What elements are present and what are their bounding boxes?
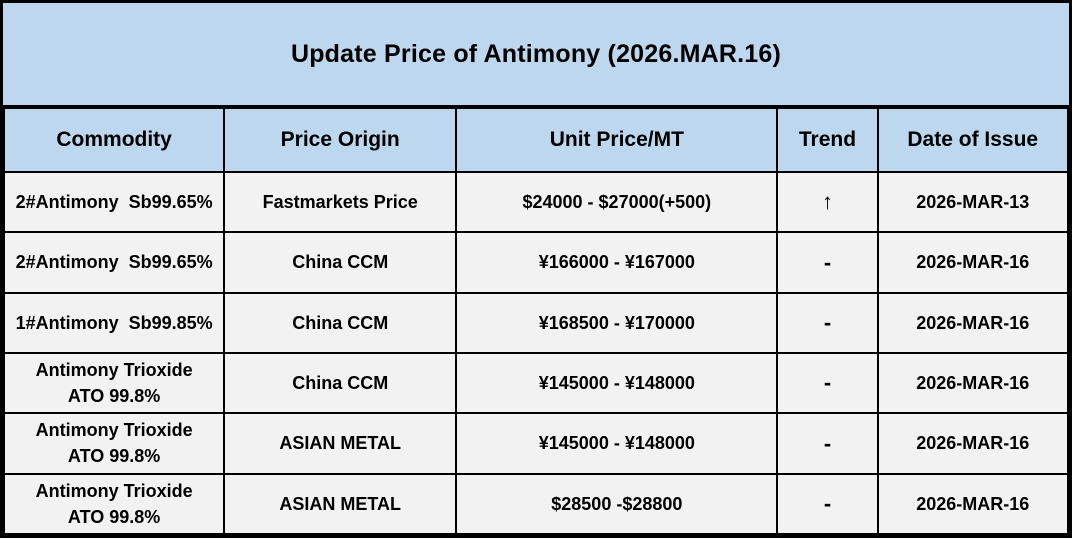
column-header-date-of-issue: Date of Issue xyxy=(876,107,1069,173)
price-origin-cell: China CCM xyxy=(223,291,458,354)
table-row: Antimony Trioxide ATO 99.8% China CCM ¥1… xyxy=(2,351,1069,415)
commodity-cell: Antimony Trioxide ATO 99.8% xyxy=(2,412,226,475)
trend-flat-dash: - xyxy=(776,351,879,415)
column-header-commodity: Commodity xyxy=(2,107,226,173)
table-row: 1#Antimony Sb99.85% China CCM ¥168500 - … xyxy=(2,291,1069,354)
column-header-unit-price: Unit Price/MT xyxy=(455,107,779,173)
commodity-cell: 1#Antimony Sb99.85% xyxy=(2,291,226,354)
unit-price-cell: ¥168500 - ¥170000 xyxy=(455,291,779,354)
table-row: 2#Antimony Sb99.65% Fastmarkets Price $2… xyxy=(2,170,1069,234)
price-origin-cell: China CCM xyxy=(223,231,458,294)
column-header-price-origin: Price Origin xyxy=(223,107,458,173)
price-origin-cell: China CCM xyxy=(223,351,458,415)
commodity-cell: Antimony Trioxide ATO 99.8% xyxy=(2,351,226,415)
unit-price-cell: ¥166000 - ¥167000 xyxy=(455,231,779,294)
commodity-cell: 2#Antimony Sb99.65% xyxy=(2,231,226,294)
unit-price-cell: $24000 - $27000(+500) xyxy=(455,170,779,234)
price-origin-cell: ASIAN METAL xyxy=(223,472,458,536)
unit-price-cell: $28500 -$28800 xyxy=(455,472,779,536)
date-of-issue-cell: 2026-MAR-16 xyxy=(876,231,1069,294)
trend-flat-dash: - xyxy=(776,412,879,475)
date-of-issue-cell: 2026-MAR-13 xyxy=(876,170,1069,234)
trend-up-arrow: ↑ xyxy=(776,170,879,234)
commodity-cell: 2#Antimony Sb99.65% xyxy=(2,170,226,234)
table-row: 2#Antimony Sb99.65% China CCM ¥166000 - … xyxy=(2,231,1069,294)
date-of-issue-cell: 2026-MAR-16 xyxy=(876,412,1069,475)
trend-flat-dash: - xyxy=(776,291,879,354)
page-title: Update Price of Antimony (2026.MAR.16) xyxy=(3,3,1069,107)
date-of-issue-cell: 2026-MAR-16 xyxy=(876,472,1069,536)
price-origin-cell: ASIAN METAL xyxy=(223,412,458,475)
date-of-issue-cell: 2026-MAR-16 xyxy=(876,351,1069,415)
column-header-trend: Trend xyxy=(776,107,879,173)
unit-price-cell: ¥145000 - ¥148000 xyxy=(455,351,779,415)
commodity-cell: Antimony Trioxide ATO 99.8% xyxy=(2,472,226,536)
trend-flat-dash: - xyxy=(776,231,879,294)
table-row: Antimony Trioxide ATO 99.8% ASIAN METAL … xyxy=(2,412,1069,475)
table-row: Antimony Trioxide ATO 99.8% ASIAN METAL … xyxy=(2,472,1069,536)
date-of-issue-cell: 2026-MAR-16 xyxy=(876,291,1069,354)
antimony-price-table: Commodity Price Origin Unit Price/MT Tre… xyxy=(2,107,1069,536)
price-origin-cell: Fastmarkets Price xyxy=(223,170,458,234)
trend-flat-dash: - xyxy=(776,472,879,536)
unit-price-cell: ¥145000 - ¥148000 xyxy=(455,412,779,475)
header-row: Commodity Price Origin Unit Price/MT Tre… xyxy=(2,107,1069,173)
